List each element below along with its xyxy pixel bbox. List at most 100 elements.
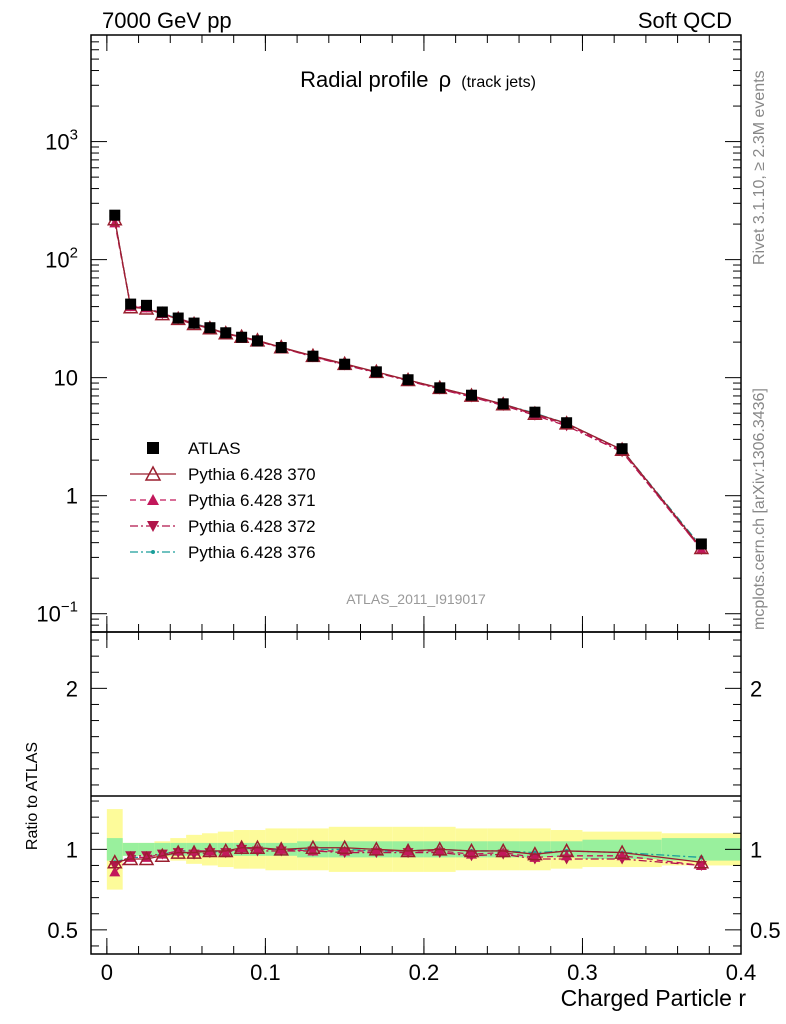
data-point bbox=[125, 298, 137, 310]
data-point bbox=[144, 465, 162, 481]
ratio-y-tick-label: 1 bbox=[66, 837, 78, 862]
series-line bbox=[114, 219, 702, 549]
data-point bbox=[465, 389, 477, 401]
data-point bbox=[109, 209, 121, 221]
band-stat bbox=[106, 838, 123, 861]
data-point bbox=[616, 443, 628, 455]
x-tick-label: 0 bbox=[101, 960, 113, 985]
y-tick-label: 10−1 bbox=[36, 599, 78, 627]
data-point bbox=[147, 442, 159, 454]
x-tick-label: 0.3 bbox=[567, 960, 598, 985]
data-point bbox=[233, 839, 250, 854]
main-title: Radial profile ρ (track jets) bbox=[300, 67, 536, 92]
ratio-panel-frame bbox=[90, 631, 742, 955]
legend: ATLAS Pythia 6.428 370 Pythia 6.428 371 Pyt… bbox=[130, 439, 316, 562]
data-point bbox=[495, 842, 511, 858]
y-tick-label: 1 bbox=[66, 484, 78, 509]
data-point bbox=[109, 860, 121, 871]
data-point bbox=[434, 845, 446, 856]
ratio-axis-ticks: 2 2 1 1 0.5 0.5 0 0.1 0.2 0.3 0.4 bbox=[47, 632, 781, 985]
legend-label: Pythia 6.428 372 bbox=[188, 517, 316, 536]
data-point bbox=[432, 841, 448, 856]
ratio-y-tick-label: 2 bbox=[66, 676, 78, 701]
data-point bbox=[251, 335, 263, 347]
data-point bbox=[368, 841, 385, 856]
uncertainty-bands bbox=[106, 809, 741, 890]
x-tick-label: 0.1 bbox=[250, 960, 281, 985]
process-label: Soft QCD bbox=[638, 8, 732, 33]
energy-label: 7000 GeV pp bbox=[102, 8, 232, 33]
data-point bbox=[170, 844, 186, 859]
title-symbol: ρ bbox=[439, 67, 452, 92]
top-series-layer bbox=[107, 209, 710, 555]
ratio-ylabel: Ratio to ATLAS bbox=[24, 742, 41, 850]
band-stat bbox=[661, 838, 741, 861]
title-suffix: (track jets) bbox=[461, 74, 536, 91]
legend-label: ATLAS bbox=[188, 439, 241, 458]
data-point bbox=[138, 850, 155, 866]
data-point bbox=[140, 299, 152, 311]
data-point bbox=[305, 839, 321, 854]
x-axis-title: Charged Particle r bbox=[561, 985, 747, 1011]
ratio-y-tick-label: 0.5 bbox=[47, 918, 78, 943]
data-point bbox=[122, 850, 139, 866]
data-point bbox=[202, 842, 218, 858]
data-point bbox=[217, 842, 234, 858]
data-point bbox=[558, 842, 575, 858]
data-point bbox=[151, 550, 155, 554]
data-point bbox=[273, 841, 290, 856]
data-point bbox=[220, 847, 232, 858]
data-point bbox=[188, 317, 200, 329]
data-point bbox=[614, 844, 630, 859]
ratio-line bbox=[114, 847, 702, 873]
data-point bbox=[220, 327, 232, 339]
data-point bbox=[147, 494, 159, 505]
data-point bbox=[336, 839, 353, 854]
data-point bbox=[109, 866, 121, 877]
data-point bbox=[529, 406, 541, 418]
legend-label: Pythia 6.428 370 bbox=[188, 465, 316, 484]
data-point bbox=[561, 417, 573, 429]
legend-label: Pythia 6.428 376 bbox=[188, 543, 316, 562]
y-tick-label: 103 bbox=[45, 127, 78, 155]
data-point bbox=[370, 845, 382, 856]
ratio-y-tick-label-right: 2 bbox=[750, 676, 762, 701]
data-point bbox=[107, 854, 123, 869]
data-point bbox=[463, 842, 480, 858]
data-point bbox=[370, 366, 382, 378]
data-point bbox=[251, 843, 263, 854]
mcplots-label: mcplots.cern.ch [arXiv:1306.3436] bbox=[751, 388, 768, 630]
data-point bbox=[147, 521, 159, 532]
legend-label: Pythia 6.428 371 bbox=[188, 491, 316, 510]
data-point bbox=[172, 312, 184, 324]
data-point bbox=[339, 358, 351, 370]
data-point bbox=[275, 342, 287, 354]
data-point bbox=[249, 839, 266, 854]
data-point bbox=[156, 306, 168, 318]
data-point bbox=[236, 331, 248, 343]
rivet-label: Rivet 3.1.10, ≥ 2.3M events bbox=[751, 70, 768, 265]
data-point bbox=[497, 398, 509, 410]
data-point bbox=[307, 350, 319, 362]
data-point bbox=[400, 842, 416, 858]
data-point bbox=[561, 850, 573, 861]
data-point bbox=[695, 538, 707, 550]
ratio-y-tick-label-right: 1 bbox=[750, 837, 762, 862]
title-text: Radial profile bbox=[300, 67, 428, 92]
y-tick-label: 102 bbox=[45, 245, 78, 273]
ratio-line bbox=[114, 847, 702, 863]
data-point bbox=[204, 322, 216, 334]
x-tick-label: 0.4 bbox=[726, 960, 757, 985]
data-point bbox=[154, 847, 171, 863]
ratio-series-layer bbox=[107, 839, 710, 877]
y-tick-label: 10 bbox=[54, 366, 78, 391]
data-point bbox=[497, 847, 509, 858]
data-point bbox=[402, 374, 414, 386]
x-tick-label: 0.2 bbox=[409, 960, 440, 985]
data-point bbox=[527, 846, 543, 861]
data-point bbox=[693, 854, 710, 869]
data-point bbox=[434, 382, 446, 394]
analysis-tag: ATLAS_2011_I919017 bbox=[346, 591, 486, 607]
